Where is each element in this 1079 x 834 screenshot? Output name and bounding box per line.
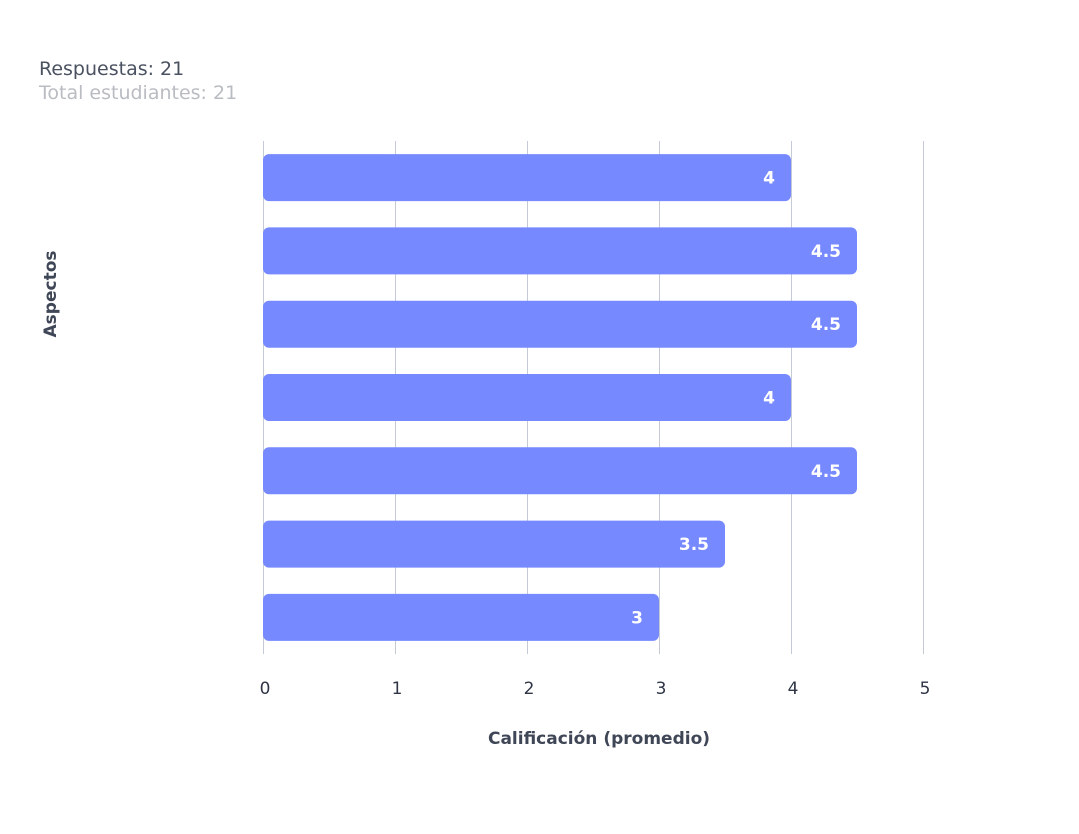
- bar[interactable]: [263, 374, 791, 421]
- response-stats: Respuestas: 21 Total estudiantes: 21: [39, 57, 237, 105]
- bar[interactable]: [263, 520, 725, 568]
- bar[interactable]: [263, 300, 857, 348]
- bar[interactable]: [263, 447, 857, 495]
- bar-value-label: 3.5: [679, 535, 709, 555]
- x-tick-label: 0: [260, 679, 271, 699]
- bar[interactable]: [263, 227, 857, 275]
- bar-value-label: 4: [763, 169, 775, 189]
- responses-count: Respuestas: 21: [39, 58, 185, 80]
- total-students-count: Total estudiantes: 21: [39, 82, 238, 104]
- x-axis-ticks: 0 1 2 3 4 5: [260, 679, 931, 699]
- bar-value-label: 4.5: [811, 462, 841, 482]
- bar-value-label: 4: [763, 389, 775, 409]
- bar-value-label: 4.5: [811, 242, 841, 262]
- x-tick-label: 4: [788, 679, 799, 699]
- y-axis-label: Aspectos: [41, 251, 61, 338]
- x-tick-label: 5: [920, 679, 931, 699]
- x-tick-label: 3: [656, 679, 667, 699]
- x-tick-label: 1: [392, 679, 403, 699]
- bar-value-label: 3: [631, 608, 643, 628]
- x-tick-label: 2: [524, 679, 535, 699]
- x-axis-label: Calificación (promedio): [488, 729, 710, 749]
- bar[interactable]: [263, 154, 791, 202]
- bar-value-label: 4.5: [811, 315, 841, 335]
- bars: 4 4.5 4.5 4 4.5 3.5 3: [263, 154, 857, 641]
- bar[interactable]: [263, 593, 659, 641]
